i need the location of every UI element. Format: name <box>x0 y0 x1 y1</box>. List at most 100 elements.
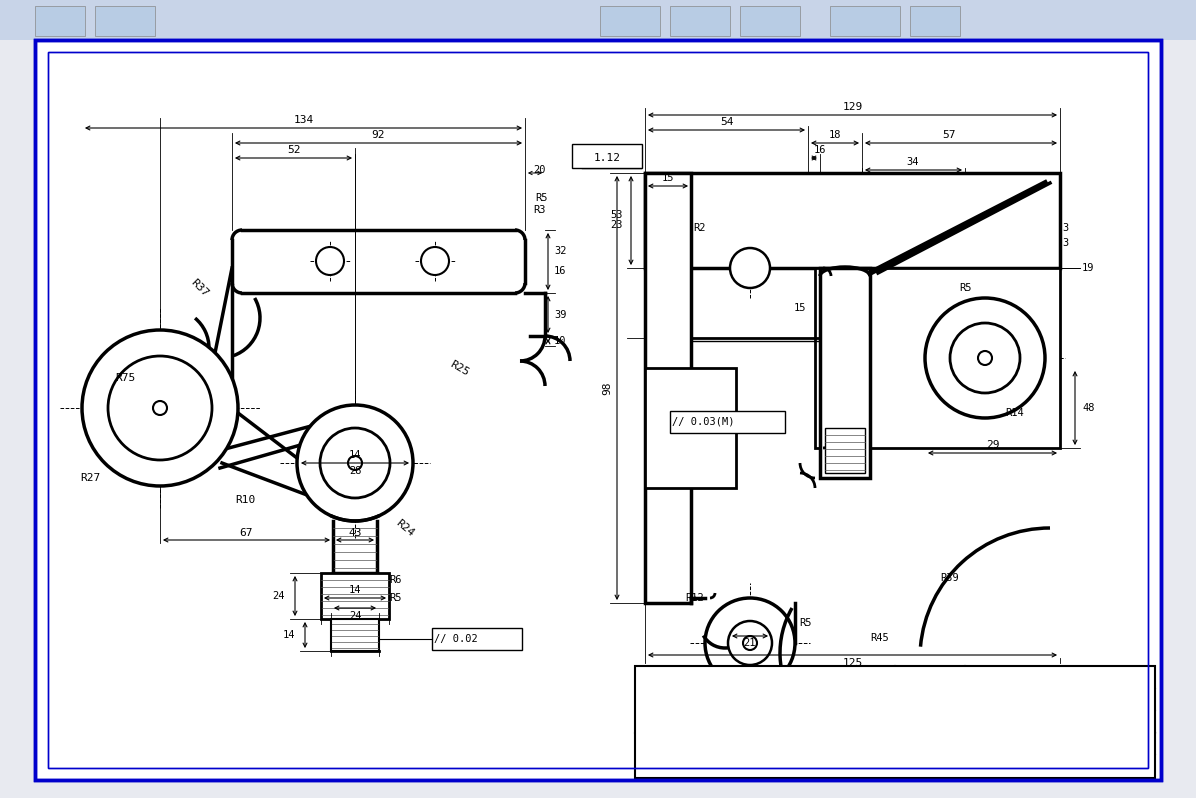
Bar <box>321 573 389 619</box>
Text: 14: 14 <box>282 630 295 640</box>
Bar <box>820 268 869 478</box>
Text: 52: 52 <box>287 145 300 155</box>
Bar <box>600 6 660 36</box>
Bar <box>645 173 1060 268</box>
Bar <box>645 368 736 488</box>
Text: 125: 125 <box>842 658 862 668</box>
Text: R3: R3 <box>533 205 547 215</box>
Circle shape <box>83 330 238 486</box>
Text: 14: 14 <box>349 585 361 595</box>
Circle shape <box>743 636 757 650</box>
Text: 1.12: 1.12 <box>593 153 621 163</box>
Text: Dibuat :: Dibuat : <box>975 674 1015 682</box>
Circle shape <box>348 456 362 470</box>
Text: 18: 18 <box>829 130 841 140</box>
Text: 54: 54 <box>720 117 734 127</box>
Text: 1 : 1: 1 : 1 <box>911 704 948 717</box>
Text: Diperiks:: Diperiks: <box>975 717 1020 726</box>
Text: R27: R27 <box>80 473 100 483</box>
Text: 3: 3 <box>1062 238 1068 248</box>
Text: // 0.03(M): // 0.03(M) <box>672 417 734 427</box>
Bar <box>35 6 85 36</box>
Bar <box>670 411 785 433</box>
Text: 34: 34 <box>907 157 920 167</box>
Text: 28: 28 <box>349 466 361 476</box>
Circle shape <box>978 351 991 365</box>
Text: 24: 24 <box>273 591 285 601</box>
Text: 32: 32 <box>554 247 567 256</box>
Text: R5: R5 <box>536 193 548 203</box>
Circle shape <box>153 401 167 415</box>
Bar <box>635 666 1155 778</box>
Text: 20: 20 <box>533 165 545 175</box>
Text: Tanggal:: Tanggal: <box>975 740 1015 749</box>
Circle shape <box>297 405 413 521</box>
Circle shape <box>925 298 1045 418</box>
Bar <box>48 52 1148 768</box>
Text: R5: R5 <box>728 691 742 701</box>
Bar <box>740 6 800 36</box>
Circle shape <box>108 356 212 460</box>
Bar <box>825 428 865 473</box>
Bar <box>0 0 1196 40</box>
Text: 92: 92 <box>372 130 385 140</box>
Text: 19: 19 <box>1082 263 1094 273</box>
Text: R75: R75 <box>115 373 135 383</box>
Text: UJIAN MID SEMESTER: UJIAN MID SEMESTER <box>997 749 1133 763</box>
Text: 15: 15 <box>794 303 806 313</box>
Text: 16: 16 <box>813 145 826 155</box>
Bar <box>645 173 691 603</box>
Text: Dilihat :: Dilihat : <box>975 696 1020 705</box>
Text: 16: 16 <box>554 267 567 276</box>
Circle shape <box>950 323 1020 393</box>
Bar <box>572 144 642 168</box>
Text: SMK PANCASILA SKA: SMK PANCASILA SKA <box>694 749 836 763</box>
Bar <box>830 6 901 36</box>
Circle shape <box>321 428 390 498</box>
Text: 67: 67 <box>239 528 254 538</box>
Text: R2: R2 <box>694 223 707 233</box>
Text: 134: 134 <box>293 115 313 125</box>
Bar <box>432 628 521 650</box>
Text: 98: 98 <box>602 381 612 395</box>
Text: 3: 3 <box>1062 223 1068 233</box>
Bar <box>910 6 960 36</box>
Text: R12: R12 <box>685 593 704 603</box>
Circle shape <box>730 248 770 288</box>
Text: // 0.02: // 0.02 <box>434 634 477 644</box>
Text: R5: R5 <box>799 618 811 628</box>
Text: 15: 15 <box>661 173 675 183</box>
Text: 23: 23 <box>610 220 623 231</box>
Text: 10: 10 <box>554 336 567 346</box>
Text: 21: 21 <box>744 638 756 648</box>
Text: skala: skala <box>913 685 947 695</box>
Text: R39: R39 <box>940 573 959 583</box>
Text: R37: R37 <box>189 278 210 298</box>
Circle shape <box>421 247 448 275</box>
Text: R10: R10 <box>234 495 255 505</box>
Text: 53: 53 <box>610 211 623 220</box>
Text: R14: R14 <box>1006 408 1025 418</box>
Text: 14: 14 <box>349 450 361 460</box>
Circle shape <box>728 621 771 665</box>
Text: 129: 129 <box>842 102 862 112</box>
Bar <box>670 6 730 36</box>
Text: 43: 43 <box>348 528 361 538</box>
Text: 39: 39 <box>554 310 567 320</box>
Text: R6: R6 <box>389 575 401 585</box>
Text: 57: 57 <box>942 130 956 140</box>
Text: R5: R5 <box>959 283 971 293</box>
Bar <box>48 52 1148 768</box>
Text: 48: 48 <box>1082 403 1094 413</box>
Text: 29: 29 <box>986 440 999 450</box>
Bar <box>331 619 379 651</box>
Text: R25: R25 <box>448 358 471 377</box>
Text: 24: 24 <box>349 611 361 621</box>
Bar <box>94 6 155 36</box>
Bar <box>814 268 1060 448</box>
Circle shape <box>704 598 795 688</box>
Circle shape <box>316 247 344 275</box>
Text: R24: R24 <box>393 518 416 539</box>
Text: R5: R5 <box>389 593 401 603</box>
Text: R45: R45 <box>871 633 890 643</box>
